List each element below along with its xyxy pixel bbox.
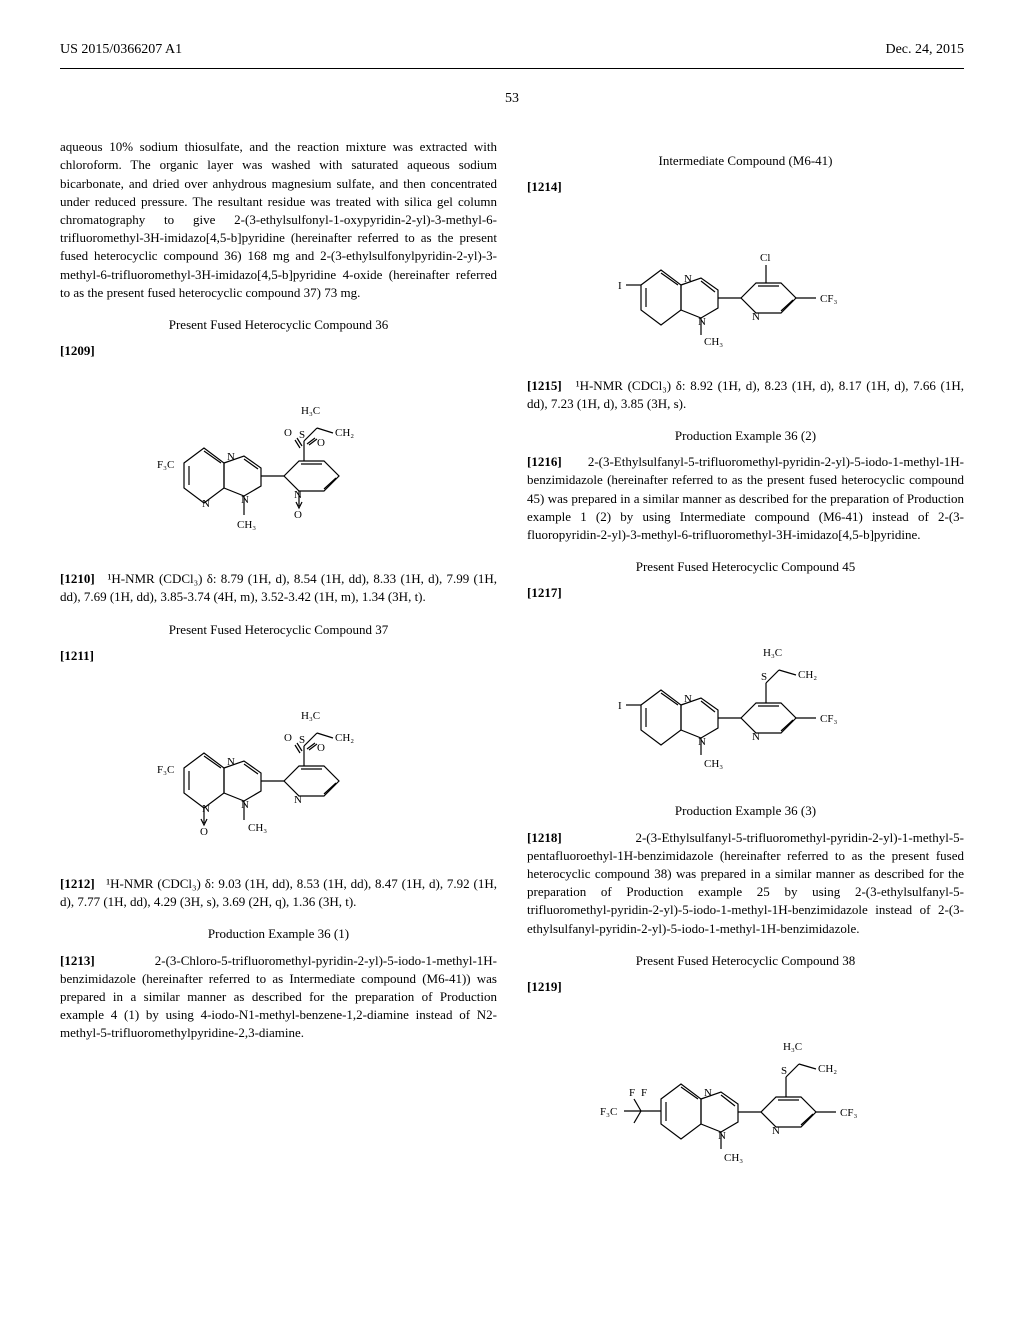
chem-cf3: CF₃ (820, 293, 837, 305)
chem-f3c: F₃C (157, 764, 174, 776)
nmr-data: [1210] ¹H-NMR (CDCl₃) δ: 8.79 (1H, d), 8… (60, 570, 497, 606)
chemical-structure-37: F₃C N O N N CH₃ N S O O H₃C CH₂ (60, 683, 497, 853)
patent-date: Dec. 24, 2015 (885, 40, 964, 60)
nmr-data: [1215] ¹H-NMR (CDCl₃) δ: 8.92 (1H, d), 8… (527, 377, 964, 413)
chem-ch2: CH₂ (818, 1063, 837, 1075)
chem-ch3: CH₃ (704, 758, 723, 770)
chem-f: F (641, 1087, 647, 1099)
chem-n: N (704, 1087, 712, 1099)
compound-title: Intermediate Compound (M6-41) (527, 152, 964, 170)
chem-ch3: CH₃ (704, 336, 723, 348)
nmr-text: ¹H-NMR (CDCl₃) δ: 9.03 (1H, dd), 8.53 (1… (60, 876, 497, 909)
chem-n: N (227, 756, 235, 768)
chem-n: N (241, 799, 249, 811)
chem-n: N (698, 736, 706, 748)
chem-n: N (718, 1130, 726, 1142)
paragraph-number: [1211] (60, 647, 497, 665)
paragraph-text: 2-(3-Chloro-5-trifluoromethyl-pyridin-2-… (60, 953, 497, 1041)
production-example-title: Production Example 36 (3) (527, 802, 964, 820)
compound-title: Present Fused Heterocyclic Compound 45 (527, 558, 964, 576)
compound-title: Present Fused Heterocyclic Compound 36 (60, 316, 497, 334)
chem-h3c: H₃C (301, 405, 320, 417)
chem-ch2: CH₂ (798, 669, 817, 681)
paragraph-number: [1217] (527, 584, 964, 602)
nmr-text: ¹H-NMR (CDCl₃) δ: 8.79 (1H, d), 8.54 (1H… (60, 571, 497, 604)
paragraph-number: [1209] (60, 342, 497, 360)
chem-n: N (294, 489, 302, 501)
paragraph: [1213] 2-(3-Chloro-5-trifluoromethyl-pyr… (60, 952, 497, 1043)
paragraph-text: 2-(3-Ethylsulfanyl-5-trifluoromethyl-pyr… (527, 830, 964, 936)
chem-n: N (241, 494, 249, 506)
paragraph: aqueous 10% sodium thiosulfate, and the … (60, 138, 497, 302)
left-column: aqueous 10% sodium thiosulfate, and the … (60, 138, 497, 1196)
nmr-data: [1212] ¹H-NMR (CDCl₃) δ: 9.03 (1H, dd), … (60, 875, 497, 911)
production-example-title: Production Example 36 (1) (60, 925, 497, 943)
chem-o: O (294, 509, 302, 521)
paragraph-number: [1218] (527, 830, 562, 845)
chem-n: N (202, 803, 210, 815)
page-number: 53 (60, 89, 964, 109)
chemical-structure-m641: I N N CH₃ N Cl CF₃ (527, 215, 964, 355)
header-rule (60, 68, 964, 69)
chem-n: N (684, 273, 692, 285)
chem-n: N (684, 693, 692, 705)
chem-s: S (781, 1065, 787, 1077)
paragraph-text: 2-(3-Ethylsulfanyl-5-trifluoromethyl-pyr… (527, 454, 964, 542)
paragraph: [1218] 2-(3-Ethylsulfanyl-5-trifluoromet… (527, 829, 964, 938)
chem-n: N (294, 794, 302, 806)
chem-f3c: F₃C (600, 1106, 617, 1118)
chem-o: O (284, 732, 292, 744)
chem-h3c: H₃C (783, 1041, 802, 1053)
paragraph-number: [1212] (60, 876, 95, 891)
chemical-structure-38: F₃C F F N N CH₃ N S H₃C CH₂ CF₃ (527, 1014, 964, 1174)
chem-o: O (317, 742, 325, 754)
chem-h3c: H₃C (763, 647, 782, 659)
paragraph-number: [1213] (60, 953, 95, 968)
chem-i: I (618, 280, 622, 292)
production-example-title: Production Example 36 (2) (527, 427, 964, 445)
chem-cf3: CF₃ (840, 1107, 857, 1119)
paragraph-number: [1219] (527, 978, 964, 996)
chem-ch2: CH₂ (335, 732, 354, 744)
chem-s: S (299, 429, 305, 441)
right-column: Intermediate Compound (M6-41) [1214] (527, 138, 964, 1196)
chem-n: N (227, 451, 235, 463)
chem-ch3: CH₃ (724, 1152, 743, 1164)
paragraph-number: [1216] (527, 454, 562, 469)
chem-o: O (200, 826, 208, 838)
chem-ch3: CH₃ (237, 519, 256, 531)
page-header: US 2015/0366207 A1 Dec. 24, 2015 (60, 40, 964, 60)
paragraph-number: [1215] (527, 378, 562, 393)
compound-title: Present Fused Heterocyclic Compound 37 (60, 621, 497, 639)
nmr-text: ¹H-NMR (CDCl₃) δ: 8.92 (1H, d), 8.23 (1H… (527, 378, 964, 411)
patent-number: US 2015/0366207 A1 (60, 40, 182, 60)
chem-cl: Cl (760, 252, 770, 264)
chem-i: I (618, 700, 622, 712)
two-column-layout: aqueous 10% sodium thiosulfate, and the … (60, 138, 964, 1196)
chem-o: O (317, 437, 325, 449)
chem-cf3: CF₃ (820, 713, 837, 725)
paragraph: [1216] 2-(3-Ethylsulfanyl-5-trifluoromet… (527, 453, 964, 544)
paragraph-number: [1214] (527, 178, 964, 196)
chem-n: N (752, 311, 760, 323)
chem-s: S (761, 671, 767, 683)
paragraph-number: [1210] (60, 571, 95, 586)
chem-f: F (629, 1087, 635, 1099)
chem-n: N (698, 316, 706, 328)
compound-title: Present Fused Heterocyclic Compound 38 (527, 952, 964, 970)
chem-n: N (772, 1125, 780, 1137)
chemical-structure-45: I N N CH₃ N S H₃C CH₂ CF₃ (527, 620, 964, 780)
chem-f3c: F₃C (157, 459, 174, 471)
chem-s: S (299, 734, 305, 746)
chemical-structure-36: F₃C N N N CH₃ N O S O O H₃C CH₂ (60, 378, 497, 548)
chem-ch2: CH₂ (335, 427, 354, 439)
chem-h3c: H₃C (301, 710, 320, 722)
chem-o: O (284, 427, 292, 439)
chem-n: N (752, 731, 760, 743)
chem-ch3: CH₃ (248, 822, 267, 834)
chem-n: N (202, 498, 210, 510)
